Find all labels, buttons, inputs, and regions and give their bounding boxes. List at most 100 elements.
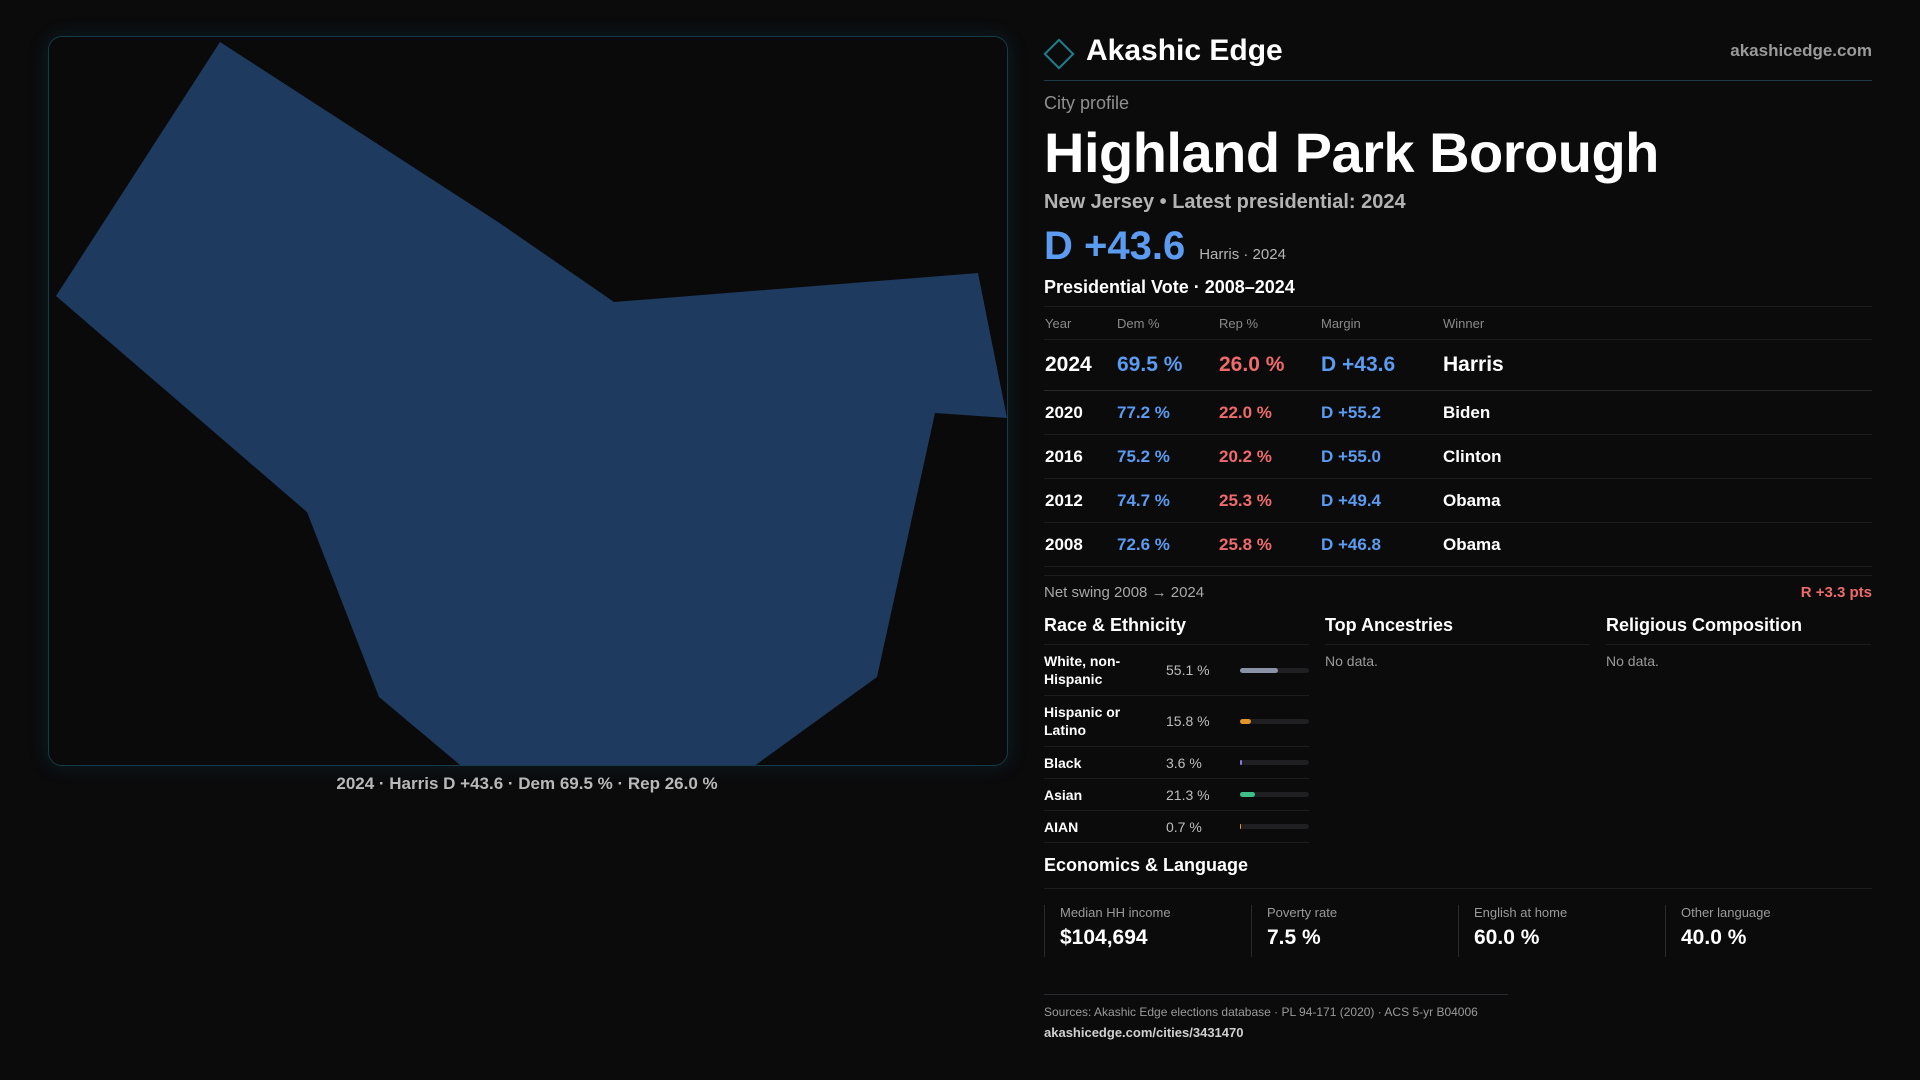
col-margin-header: Margin (1320, 307, 1442, 340)
race-row: AIAN 0.7 % (1044, 811, 1309, 843)
ancestries-title: Top Ancestries (1325, 615, 1590, 645)
econ-cell-english: English at home 60.0 % (1458, 905, 1665, 957)
religion-section: Religious Composition No data. (1606, 615, 1871, 843)
profile-panel: Akashic Edge akashicedge.com City profil… (1043, 28, 1872, 957)
race-pct: 15.8 % (1166, 713, 1210, 729)
cell-dem: 69.5 % (1116, 339, 1218, 391)
net-swing: Net swing 2008 → 2024 R +3.3 pts (1044, 575, 1872, 601)
cell-year: 2016 (1044, 434, 1116, 479)
cell-dem: 72.6 % (1116, 522, 1218, 567)
brand-name: Akashic Edge (1086, 34, 1283, 67)
cell-year: 2008 (1044, 522, 1116, 567)
econ-label: Poverty rate (1267, 905, 1338, 920)
table-row: 2020 77.2 % 22.0 % D +55.2 Biden (1044, 390, 1872, 435)
boundary-map-svg (56, 42, 1007, 765)
race-bar-fill (1240, 824, 1242, 829)
race-pct: 55.1 % (1166, 662, 1210, 678)
latest-margin: D +43.6 Harris · 2024 (1044, 224, 1872, 269)
page-subtitle: New Jersey • Latest presidential: 2024 (1044, 191, 1406, 213)
econ-label: Median HH income (1060, 905, 1171, 920)
sources-text: Sources: Akashic Edge elections database… (1044, 1005, 1478, 1019)
econ-value: 7.5 % (1267, 926, 1321, 949)
race-label: Black (1044, 754, 1082, 771)
cell-winner: Obama (1442, 478, 1872, 523)
econ-cell-other-language: Other language 40.0 % (1665, 905, 1872, 957)
econ-label: Other language (1681, 905, 1771, 920)
col-year-header: Year (1044, 307, 1116, 340)
diamond-logo-icon (1043, 38, 1075, 70)
cell-rep: 20.2 % (1218, 434, 1320, 479)
race-ethnicity-title: Race & Ethnicity (1044, 615, 1309, 645)
econ-label: English at home (1474, 905, 1568, 920)
table-row: 2024 69.5 % 26.0 % D +43.6 Harris (1044, 339, 1872, 391)
race-bar-fill (1240, 760, 1243, 765)
race-label: White, non-Hispanic (1044, 653, 1121, 687)
page-title: Highland Park Borough (1044, 121, 1659, 184)
race-pct: 3.6 % (1166, 754, 1202, 771)
cell-rep: 22.0 % (1218, 390, 1320, 435)
religion-empty: No data. (1606, 653, 1659, 669)
cell-dem: 75.2 % (1116, 434, 1218, 479)
race-label: Asian (1044, 786, 1083, 803)
brand-header: Akashic Edge akashicedge.com (1043, 28, 1872, 81)
cell-year: 2012 (1044, 478, 1116, 523)
race-bar (1240, 792, 1309, 797)
cell-rep: 25.3 % (1218, 478, 1320, 523)
econ-cell-poverty: Poverty rate 7.5 % (1251, 905, 1458, 957)
sources-url-link[interactable]: akashicedge.com/cities/3431470 (1044, 1025, 1244, 1040)
economics-title: Economics & Language (1044, 855, 1872, 889)
sources-footer: Sources: Akashic Edge elections database… (1044, 994, 1508, 1040)
race-label: Hispanic or Latino (1044, 704, 1121, 738)
race-bar-fill (1240, 718, 1251, 724)
latest-margin-value: D +43.6 (1044, 224, 1186, 268)
latest-margin-note: Harris · 2024 (1199, 246, 1286, 263)
cell-winner: Biden (1442, 390, 1872, 435)
boundary-map[interactable] (48, 36, 1008, 766)
cell-margin: D +49.4 (1320, 478, 1442, 523)
race-label: AIAN (1044, 818, 1079, 835)
race-bar (1240, 667, 1309, 673)
map-caption: 2024 · Harris D +43.6 · Dem 69.5 % · Rep… (336, 774, 718, 793)
race-row: White, non-Hispanic 55.1 % (1044, 645, 1309, 696)
cell-year: 2020 (1044, 390, 1116, 435)
cell-rep: 25.8 % (1218, 522, 1320, 567)
col-winner-header: Winner (1442, 307, 1872, 340)
cell-margin: D +55.0 (1320, 434, 1442, 479)
race-bar (1240, 760, 1309, 765)
cell-year: 2024 (1044, 339, 1116, 391)
cell-dem: 74.7 % (1116, 478, 1218, 523)
city-boundary-shape (56, 42, 1007, 765)
table-row: 2016 75.2 % 20.2 % D +55.0 Clinton (1044, 434, 1872, 479)
econ-value: 40.0 % (1681, 926, 1747, 949)
cell-margin: D +43.6 (1320, 339, 1442, 391)
race-ethnicity-section: Race & Ethnicity White, non-Hispanic 55.… (1044, 615, 1309, 843)
cell-winner: Harris (1442, 339, 1872, 391)
cell-dem: 77.2 % (1116, 390, 1218, 435)
race-row: Black 3.6 % (1044, 747, 1309, 779)
cell-winner: Obama (1442, 522, 1872, 567)
col-rep-header: Rep % (1218, 307, 1320, 340)
race-row: Hispanic or Latino 15.8 % (1044, 696, 1309, 747)
net-swing-value: R +3.3 pts (1800, 584, 1872, 601)
table-row: 2008 72.6 % 25.8 % D +46.8 Obama (1044, 522, 1872, 567)
presidential-vote-title: Presidential Vote · 2008–2024 (1044, 277, 1872, 307)
brand-url-link[interactable]: akashicedge.com (1730, 41, 1872, 60)
col-dem-header: Dem % (1116, 307, 1218, 340)
religion-title: Religious Composition (1606, 615, 1871, 645)
ancestries-empty: No data. (1325, 653, 1378, 669)
cell-winner: Clinton (1442, 434, 1872, 479)
cell-rep: 26.0 % (1218, 339, 1320, 391)
economics-grid: Median HH income $104,694 Poverty rate 7… (1044, 905, 1872, 957)
ancestries-section: Top Ancestries No data. (1325, 615, 1590, 843)
race-pct: 21.3 % (1166, 786, 1210, 803)
econ-cell-income: Median HH income $104,694 (1044, 905, 1251, 957)
cell-margin: D +46.8 (1320, 522, 1442, 567)
presidential-vote-table: Year Dem % Rep % Margin Winner 2024 69.5… (1044, 307, 1872, 567)
net-swing-label: Net swing 2008 → 2024 (1044, 584, 1205, 601)
econ-value: $104,694 (1060, 926, 1148, 949)
brand[interactable]: Akashic Edge (1043, 34, 1283, 70)
race-bar (1240, 824, 1309, 829)
econ-value: 60.0 % (1474, 926, 1540, 949)
race-row: Asian 21.3 % (1044, 779, 1309, 811)
